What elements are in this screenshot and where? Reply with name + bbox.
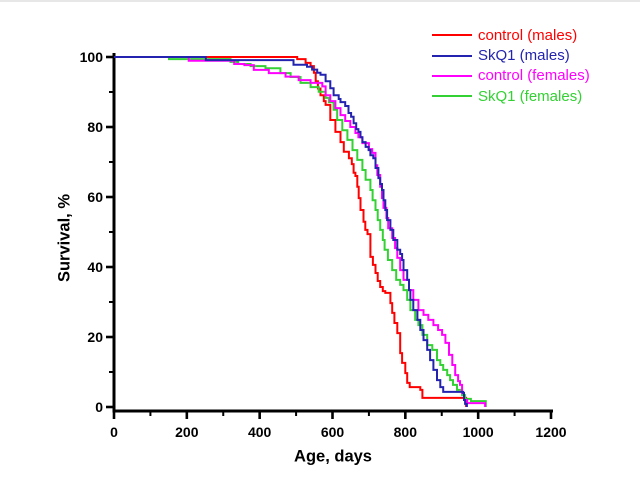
legend-line-swatch: [432, 95, 472, 98]
y-tick-label: 0: [95, 399, 103, 415]
legend-item-control-females: control (females): [432, 66, 590, 86]
y-tick-label: 40: [87, 259, 103, 275]
legend-line-swatch: [432, 54, 472, 57]
legend-line-swatch: [432, 34, 472, 37]
x-tick-label: 600: [321, 424, 345, 440]
legend-label: control (females): [478, 67, 590, 85]
survival-curve-skq1-females-: [114, 56, 487, 407]
legend: control (males) SkQ1 (males) control (fe…: [432, 25, 590, 107]
survival-curve-control-females-: [114, 56, 487, 407]
x-tick-label: 0: [110, 424, 118, 440]
x-tick-label: 1000: [463, 424, 494, 440]
y-tick-label: 80: [87, 119, 103, 135]
x-tick-label: 400: [248, 424, 272, 440]
top-edge-divider: [0, 0, 640, 2]
legend-item-skq1-females: SkQ1 (females): [432, 86, 590, 106]
x-tick-label: 1200: [535, 424, 566, 440]
survival-curve-skq1-males-: [114, 56, 468, 407]
y-tick-label: 60: [87, 189, 103, 205]
legend-line-swatch: [432, 74, 472, 77]
x-tick-label: 200: [175, 424, 199, 440]
legend-item-control-males: control (males): [432, 25, 590, 45]
legend-item-skq1-males: SkQ1 (males): [432, 45, 590, 65]
x-tick-label: 800: [394, 424, 418, 440]
legend-label: control (males): [478, 26, 578, 44]
y-tick-label: 100: [80, 49, 104, 65]
y-tick-label: 20: [87, 329, 103, 345]
x-axis-title: Age, days: [294, 447, 372, 466]
survival-curve-control-males-: [114, 56, 468, 407]
legend-label: SkQ1 (females): [478, 87, 583, 105]
legend-label: SkQ1 (males): [478, 47, 570, 65]
y-axis-title: Survival, %: [55, 193, 74, 283]
